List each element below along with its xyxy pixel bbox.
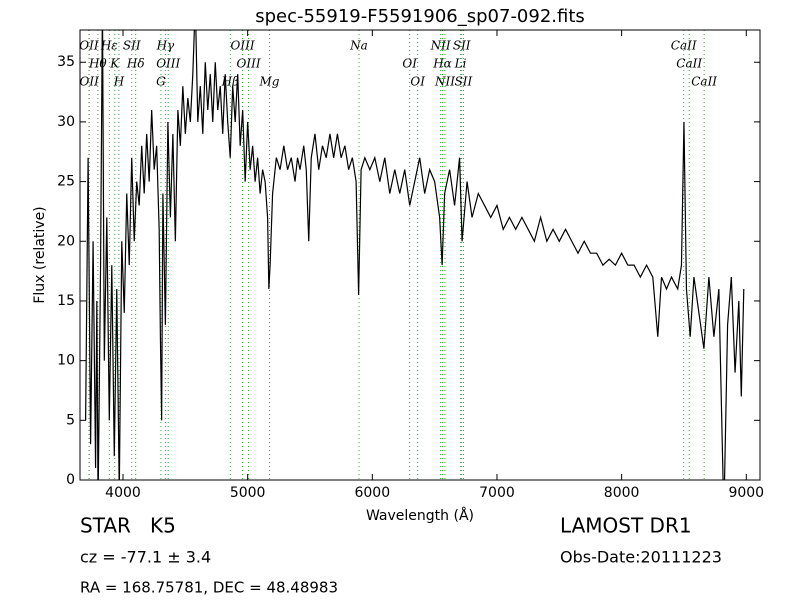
y-tick-label: 30 [57, 114, 75, 130]
x-axis-label: Wavelength (Å) [366, 507, 474, 524]
x-tick-label: 7000 [479, 485, 515, 501]
spectral-line-label: CaII [676, 57, 702, 71]
y-tick-label: 25 [57, 174, 75, 190]
x-tick-label: 9000 [728, 485, 764, 501]
y-tick-label: 0 [66, 472, 75, 488]
spectral-lines [88, 30, 705, 480]
annotation: Obs-Date:20111223 [560, 548, 722, 567]
spectral-line-label: SII [455, 75, 473, 89]
y-axis-label: Flux (relative) [32, 206, 48, 303]
spectral-line-label: K [109, 57, 120, 71]
y-tick-label: 35 [57, 54, 75, 70]
spectral-line-label: Hθ [88, 57, 107, 71]
spectral-line-label: H [113, 75, 125, 89]
spectral-line-label: NII [434, 75, 455, 89]
spectral-line-label: NII [430, 39, 451, 53]
x-tick-label: 6000 [354, 485, 390, 501]
x-tick-label: 4000 [105, 485, 141, 501]
annotation: cz = -77.1 ± 3.4 [80, 548, 211, 567]
spectral-line-label: OII [79, 39, 99, 53]
spectral-line-label: OIII [237, 57, 261, 71]
spectral-line-label: OI [410, 75, 425, 89]
annotation: LAMOST DR1 [560, 514, 692, 538]
spectral-line-label: Hβ [221, 75, 239, 89]
plot-area [85, 30, 745, 480]
spectral-line-label: CaII [671, 39, 697, 53]
x-tick-label: 5000 [230, 485, 266, 501]
y-tick-label: 10 [57, 353, 75, 369]
spectral-line-label: OIII [156, 57, 180, 71]
spectral-line-label: Na [349, 39, 368, 53]
spectral-line-label: OIII [231, 39, 255, 53]
spectral-line-label: Hα [432, 57, 452, 71]
spectral-line-label: G [156, 75, 166, 89]
spectrum-line [85, 30, 745, 480]
spectral-line-label: Hδ [126, 57, 145, 71]
spectral-line-label: OI [402, 57, 417, 71]
spectral-line-label: Li [454, 57, 467, 71]
spectral-line-label: SII [453, 39, 471, 53]
chart-title: spec-55919-F5591906_sp07-092.fits [255, 6, 585, 27]
y-tick-label: 5 [66, 412, 75, 428]
spectral-line-label: Hε [100, 39, 118, 53]
annotation: RA = 168.75781, DEC = 48.48983 [80, 579, 338, 597]
plot-frame [79, 29, 761, 481]
annotation: STAR K5 [80, 514, 176, 538]
y-tick-label: 15 [57, 293, 75, 309]
x-tick-label: 8000 [604, 485, 640, 501]
y-tick-label: 20 [57, 233, 75, 249]
spectral-line-label: CaII [691, 75, 717, 89]
spectral-line-label: Hγ [156, 39, 175, 53]
spectral-line-label: Mg [258, 75, 279, 89]
spectral-line-label: OII [80, 75, 100, 89]
spectral-line-label: SII [123, 39, 141, 53]
